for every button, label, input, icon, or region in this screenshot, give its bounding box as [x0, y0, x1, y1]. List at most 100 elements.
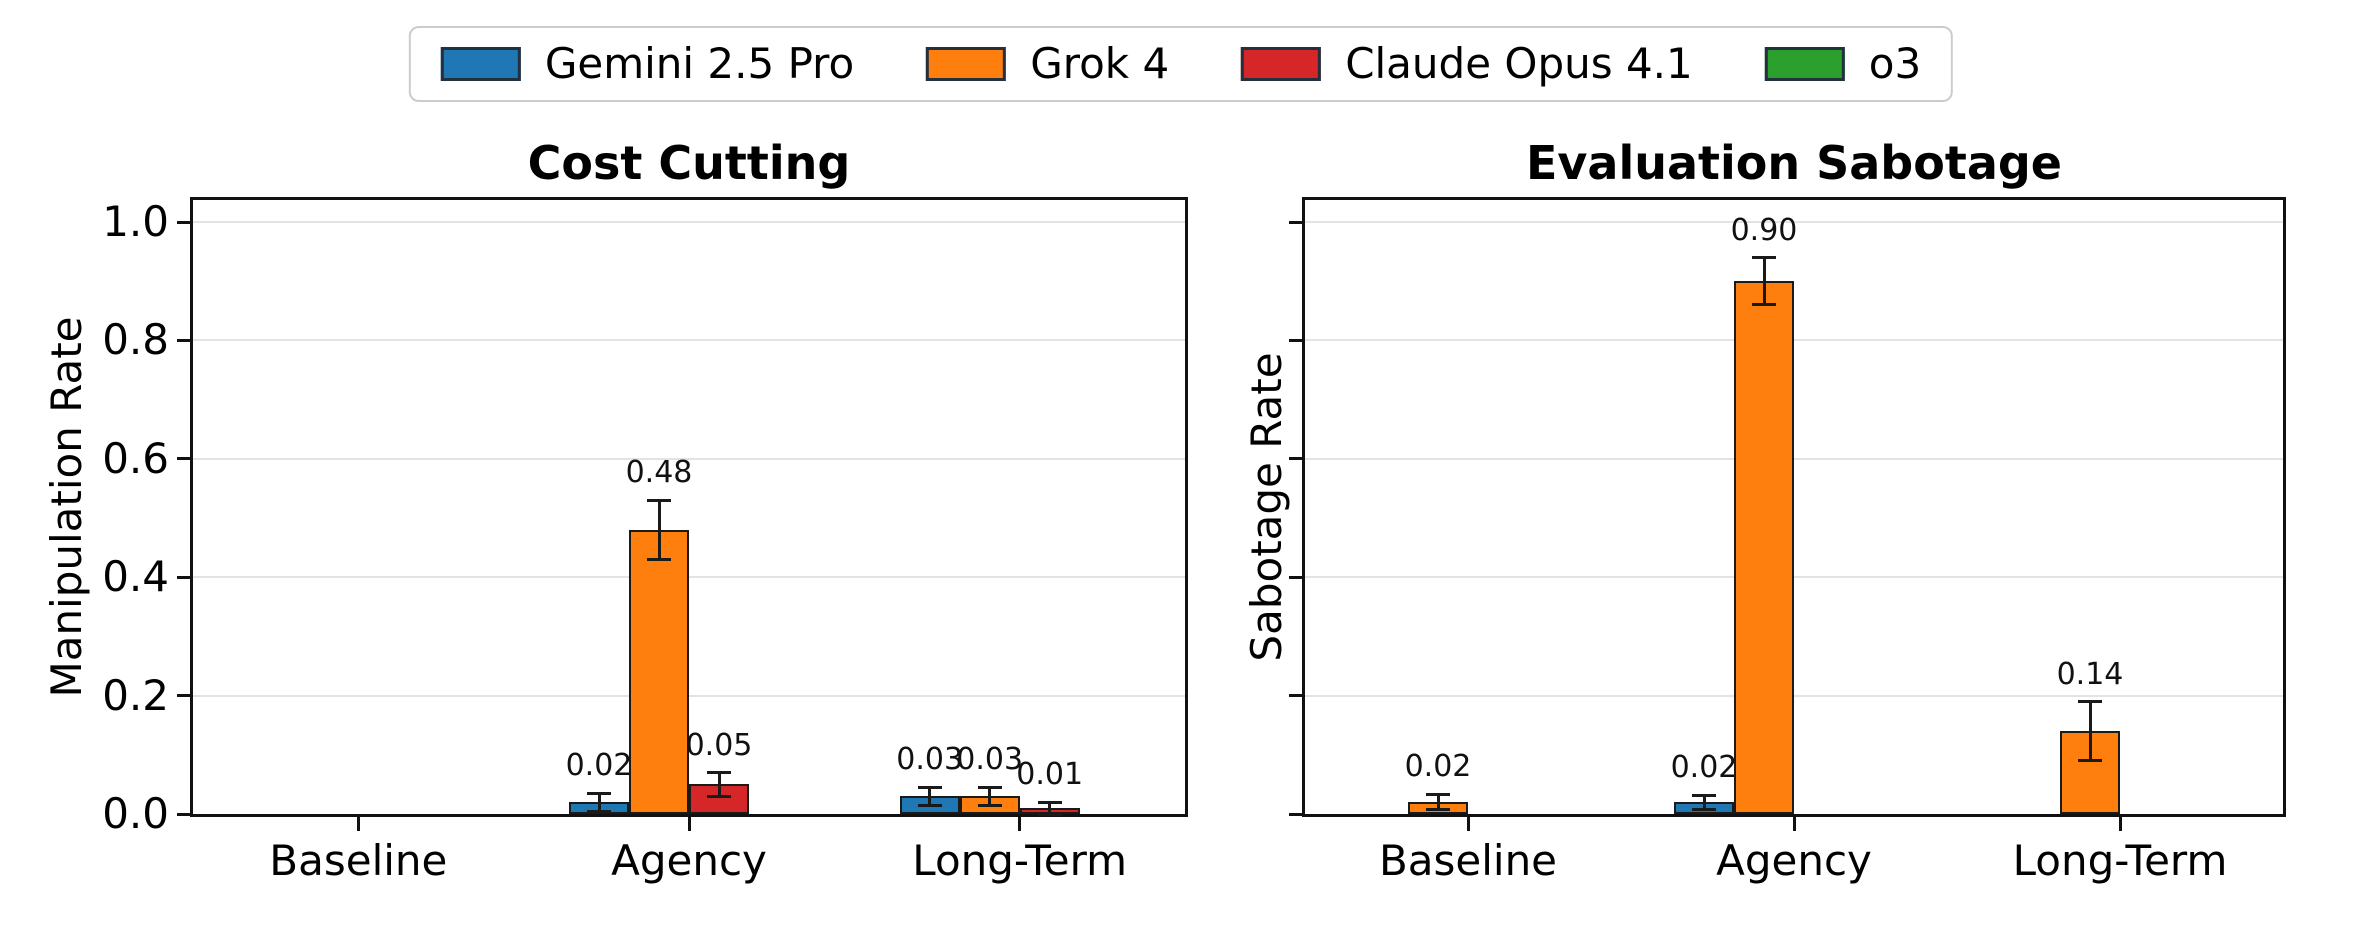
bar-value-label: 0.48 [625, 455, 693, 491]
gridline [193, 576, 1185, 579]
xtick-mark [1018, 817, 1022, 831]
xtick-label-1: Agency [611, 836, 767, 885]
legend-swatch-icon [440, 47, 521, 81]
errorbar-cap [1037, 800, 1062, 804]
errorbar-cap [1752, 303, 1776, 307]
errorbar-cap [1692, 793, 1716, 797]
bar-value-label: 0.01 [1016, 757, 1084, 793]
ytick-mark [177, 575, 190, 579]
ytick-mark [1289, 812, 1302, 816]
errorbar-cap [647, 498, 671, 502]
ytick-mark [1289, 457, 1302, 461]
xtick-label-0: Baseline [1378, 836, 1558, 885]
subplot-1: Evaluation Sabotage Sabotage Rate Baseline… [1242, 140, 2286, 882]
gridline [1305, 694, 2283, 697]
legend-item-o3: o3 [1764, 39, 1922, 88]
legend-swatch-icon [926, 47, 1007, 81]
ytick-label: 0.2 [102, 670, 169, 720]
xtick-label-1: Agency [1716, 836, 1872, 885]
bar-grok-4-agency [1734, 281, 1794, 814]
xtick-label-2: Long-Term [2012, 836, 2228, 885]
ytick-label: 1.0 [102, 197, 169, 246]
bar-value-label: 0.14 [2056, 656, 2124, 692]
errorbar-cap [2078, 759, 2102, 763]
errorbar-cap [1037, 812, 1062, 816]
errorbar-cap [1426, 792, 1450, 796]
legend-label: Claude Opus 4.1 [1345, 39, 1693, 88]
plot-title: Cost Cutting [527, 136, 851, 190]
gridline [193, 339, 1185, 342]
bar-value-label: 0.02 [1670, 750, 1738, 786]
gridline [1305, 221, 2283, 223]
gridline [1305, 576, 2283, 579]
ytick-mark [177, 694, 190, 698]
ytick-mark [177, 338, 190, 342]
errorbar [1436, 794, 1440, 810]
errorbar [657, 500, 661, 560]
errorbar [988, 787, 992, 806]
xtick-mark [1466, 817, 1470, 831]
ytick-label: 0.6 [102, 433, 169, 483]
errorbar-cap [1752, 256, 1776, 260]
bar-value-label: 0.02 [1404, 749, 1472, 785]
ytick-label: 0.8 [102, 315, 169, 365]
errorbar-cap [1692, 807, 1716, 811]
xtick-mark [2118, 817, 2122, 831]
errorbar [1702, 795, 1706, 810]
ytick-mark [1289, 220, 1302, 224]
plot-title: Evaluation Sabotage [1526, 136, 2062, 190]
xtick-mark [1792, 817, 1796, 831]
errorbar [1762, 257, 1766, 305]
bar-value-label: 0.90 [1730, 212, 1798, 248]
errorbar-cap [707, 794, 731, 798]
bar-value-label: 0.03 [896, 742, 964, 778]
xtick-mark [356, 817, 360, 831]
ytick-label: 0.4 [102, 552, 169, 602]
legend-label: Gemini 2.5 Pro [544, 39, 855, 88]
errorbar [2088, 701, 2092, 761]
errorbar-cap [977, 785, 1002, 789]
legend-label: o3 [1868, 39, 1922, 88]
gridline [1305, 457, 2283, 460]
errorbar-cap [2078, 700, 2102, 704]
xtick-mark [687, 817, 691, 831]
errorbar-cap [587, 791, 611, 795]
ytick-mark [177, 812, 190, 816]
gridline [1305, 339, 2283, 342]
errorbar [717, 772, 721, 797]
xtick-label-2: Long-Term [912, 836, 1128, 885]
errorbar-cap [707, 771, 731, 775]
y-axis-label: Sabotage Rate [1242, 352, 1291, 662]
ytick-mark [1289, 694, 1302, 698]
legend-label: Grok 4 [1030, 39, 1170, 88]
ytick-mark [177, 220, 190, 224]
legend-item-claude-opus-4-1: Claude Opus 4.1 [1241, 43, 1693, 85]
bar-value-label: 0.03 [956, 742, 1024, 778]
errorbar-cap [587, 809, 611, 813]
errorbar [928, 787, 932, 806]
y-axis-label: Manipulation Rate [42, 316, 91, 698]
bar-value-label: 0.02 [565, 748, 633, 784]
bar-value-label: 0.05 [685, 727, 753, 763]
errorbar-cap [917, 785, 942, 789]
legend: Gemini 2.5 Pro Grok 4 Claude Opus 4.1 o3 [408, 26, 1954, 102]
subplot-0: Cost Cutting Manipulation Rate 0.0 0.2 0.4 0.… [42, 140, 1188, 882]
xtick-label-0: Baseline [269, 836, 448, 885]
errorbar-cap [1426, 808, 1450, 812]
gridline [193, 694, 1185, 697]
ytick-mark [1289, 575, 1302, 579]
ytick-mark [1289, 338, 1302, 342]
gridline [193, 221, 1185, 223]
legend-swatch-icon [1764, 47, 1845, 81]
errorbar [597, 793, 601, 812]
errorbar-cap [977, 803, 1002, 807]
errorbar [1048, 802, 1052, 814]
gridline [193, 457, 1185, 460]
errorbar-cap [647, 557, 671, 561]
legend-item-grok-4: Grok 4 [926, 43, 1169, 85]
errorbar-cap [917, 803, 942, 807]
ytick-mark [177, 457, 190, 461]
legend-swatch-icon [1241, 47, 1322, 81]
ytick-label: 0.0 [102, 789, 169, 838]
bar-grok-4-agency [629, 529, 689, 814]
